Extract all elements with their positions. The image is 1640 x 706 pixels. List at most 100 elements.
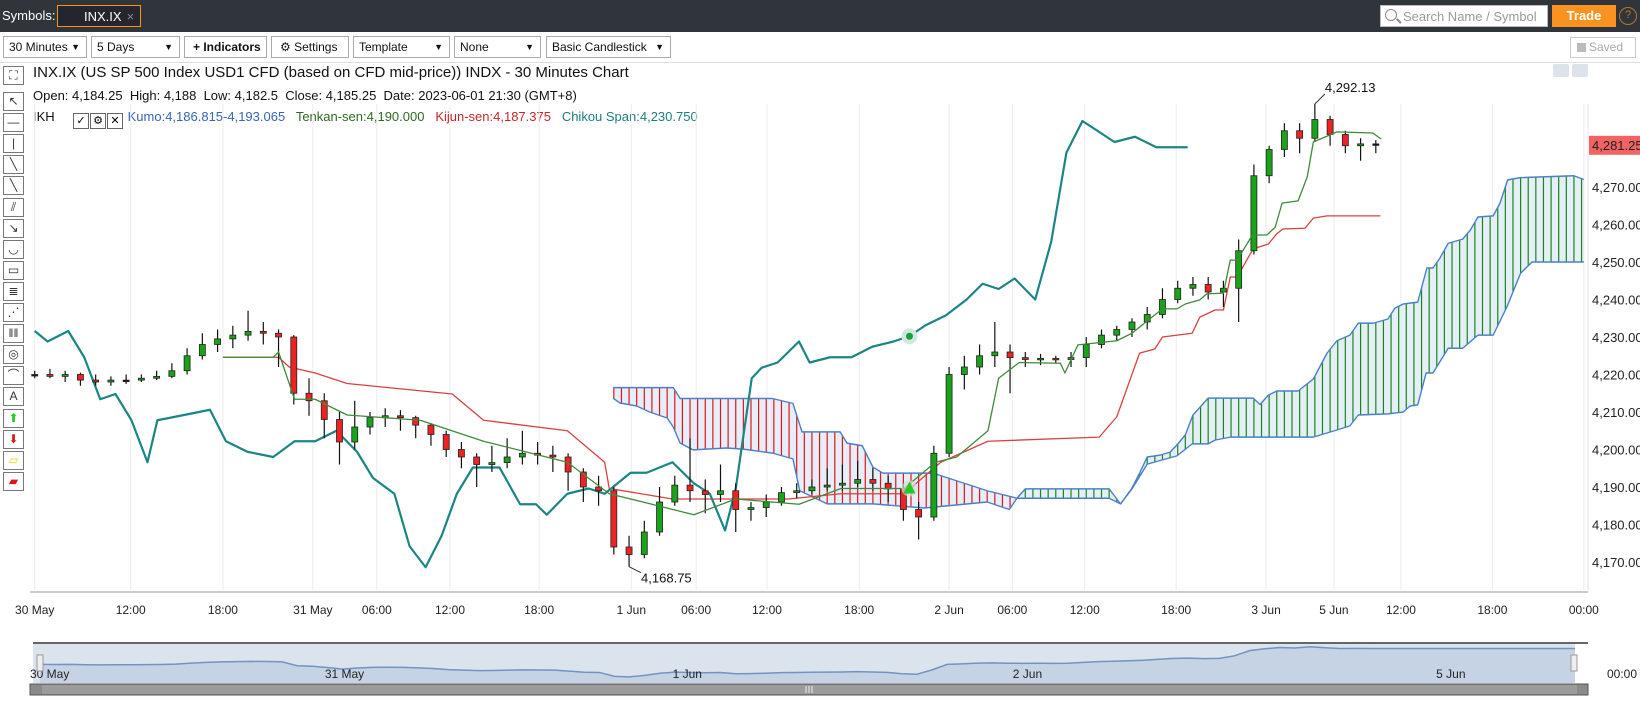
candle-body (107, 379, 115, 383)
candle (473, 453, 481, 487)
navigator-right-handle[interactable] (1570, 654, 1578, 672)
chevron-down-icon: ▼ (434, 42, 443, 52)
candle (747, 502, 755, 521)
top-bar: Symbols: INX.IX × Search Name / Symbol Tr… (0, 0, 1640, 32)
candle-body (701, 490, 709, 495)
candle-body (366, 417, 374, 428)
fib-fan-icon[interactable]: ⋰ (3, 303, 24, 322)
saved-button[interactable]: Saved (1570, 37, 1636, 58)
candle-body (259, 330, 267, 334)
chart-title: INX.IX (US SP 500 Index USD1 CFD (based … (33, 64, 629, 81)
template-value: Template (359, 40, 408, 54)
template-dropdown[interactable]: Template ▼ (353, 36, 450, 58)
fib-time-zones-icon[interactable]: ‖‖ (3, 324, 24, 344)
range-dropdown[interactable]: 5 Days ▼ (91, 36, 180, 58)
help-icon[interactable]: ? (1619, 7, 1637, 25)
candle (77, 372, 84, 386)
buy-arrow-icon[interactable]: ⬆ (3, 408, 24, 428)
visibility-check-icon[interactable]: ✓ (73, 113, 89, 129)
candle (1296, 123, 1304, 154)
signal-star-icon (903, 481, 916, 494)
candle-body (549, 454, 557, 458)
highlighter-icon[interactable]: ▱ (3, 450, 24, 470)
candle-body (579, 471, 587, 488)
ohlc-readout: Open: 4,184.25 High: 4,188 Low: 4,182.5 … (33, 88, 577, 103)
signal-dot (905, 332, 913, 340)
print-icon[interactable] (1572, 64, 1588, 77)
kijun-value: Kijun-sen:4,187.375 (435, 109, 551, 124)
remove-icon[interactable]: ✕ (107, 113, 123, 129)
horizontal-line-icon[interactable]: — (3, 113, 24, 133)
x-tick-label: 18:00 (844, 603, 874, 617)
eraser-icon[interactable]: ▰ (3, 471, 24, 491)
candle (1021, 352, 1029, 367)
kijun-sen-line (222, 215, 1381, 500)
candle-body (625, 546, 633, 555)
parallel-channel-icon[interactable]: ⫽ (3, 197, 24, 217)
y-tick-label: 4,240.00 (1592, 293, 1640, 308)
candle-body (1006, 351, 1014, 359)
navigator-label: 31 May (325, 667, 364, 681)
chart-type-dropdown[interactable]: Basic Candlestick ▼ (546, 36, 671, 58)
arc-icon[interactable]: ◡ (3, 239, 24, 259)
rectangle-icon[interactable]: ▭ (3, 260, 24, 280)
candle (92, 374, 100, 386)
candle-body (244, 330, 252, 336)
candle (259, 322, 267, 345)
candle-body (1311, 119, 1319, 139)
candle (1372, 140, 1380, 154)
candle-body (1250, 175, 1258, 252)
candle-body (336, 419, 343, 443)
candle (397, 410, 404, 431)
candle-body (640, 531, 648, 555)
trade-button[interactable]: Trade (1552, 5, 1616, 27)
trend-line-icon[interactable]: ╲ (3, 155, 24, 175)
candle-body (214, 338, 221, 345)
y-tick-label: 4,230.00 (1592, 330, 1640, 345)
sell-arrow-icon[interactable]: ⬇ (3, 429, 24, 449)
fib-circles-icon[interactable]: ◎ (3, 345, 24, 365)
vertical-line-icon[interactable]: | (3, 134, 24, 154)
text-icon[interactable]: A (3, 387, 24, 407)
candle-body (122, 379, 130, 383)
compare-value: None (460, 40, 489, 54)
indicator-legend: IKH ✓ ⚙ ✕ Kumo:4,186.815-4,193.065 Tenkan-s… (33, 109, 698, 129)
image-icon[interactable] (1553, 64, 1569, 77)
ray-icon[interactable]: ╲ (3, 176, 24, 196)
indicators-button[interactable]: + Indicators (184, 36, 267, 58)
candle-body (473, 456, 481, 465)
settings-button[interactable]: ⚙ Settings (271, 36, 349, 58)
candle (244, 310, 252, 341)
search-icon (1385, 9, 1397, 21)
fib-arcs-icon[interactable]: ⌒ (3, 366, 24, 386)
candle (625, 535, 633, 567)
candle-body (442, 434, 450, 450)
fib-retracement-icon[interactable]: ≣ (3, 281, 24, 301)
candle-body (808, 486, 816, 492)
candle-body (793, 490, 801, 494)
x-tick-label: 31 May (293, 603, 332, 617)
search-input[interactable]: Search Name / Symbol (1380, 5, 1548, 27)
candle-body (930, 452, 938, 518)
symbol-tab[interactable]: INX.IX × (57, 5, 141, 27)
navigator-left-handle[interactable] (36, 654, 44, 672)
x-tick-label: 12:00 (1386, 603, 1416, 617)
cursor-icon[interactable]: ↖ (3, 92, 24, 111)
x-tick-label: 5 Jun (1319, 603, 1348, 617)
candle (717, 464, 724, 502)
candle-body (656, 501, 663, 533)
candle-body (976, 355, 983, 368)
symbol-tab-label: INX.IX (84, 9, 122, 24)
fullscreen-icon[interactable]: ⛶ (3, 66, 24, 85)
y-tick-label: 4,250.00 (1592, 255, 1640, 270)
compare-dropdown[interactable]: None ▼ (454, 36, 541, 58)
interval-dropdown[interactable]: 30 Minutes ▼ (3, 36, 87, 58)
arrow-line-icon[interactable]: ↘ (3, 218, 24, 238)
candle-body (412, 417, 420, 426)
candle-body (595, 486, 602, 492)
close-icon[interactable]: × (126, 9, 135, 24)
candle-body (1037, 357, 1044, 361)
gear-icon[interactable]: ⚙ (90, 113, 106, 129)
candle (458, 442, 465, 469)
